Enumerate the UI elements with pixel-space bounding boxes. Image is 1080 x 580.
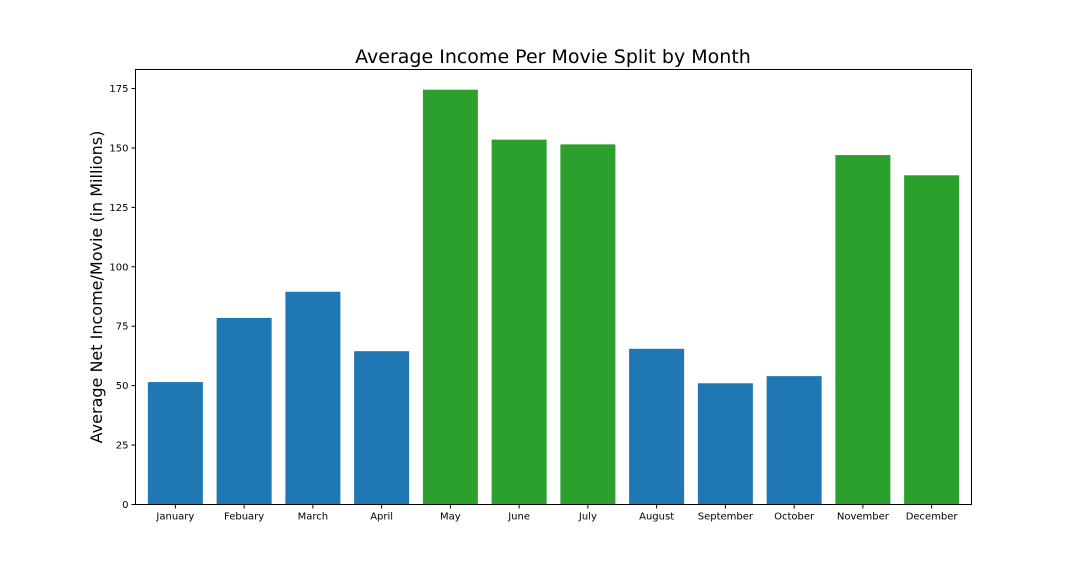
x-axis-ticks: January Febuary March April May June July Augus…: [155, 504, 959, 523]
y-tick-label: 25: [116, 441, 129, 452]
y-axis-ticks: 0 25 50 75 100 125 150 175: [109, 84, 136, 511]
y-tick-label: 0: [122, 500, 128, 511]
bar-august: [629, 348, 685, 505]
x-tick-label: July: [578, 512, 597, 523]
bar-july: [560, 144, 616, 505]
x-tick-label: January: [155, 512, 194, 523]
bar-september: [697, 383, 753, 505]
bar-febuary: [216, 317, 272, 505]
x-tick-label: Febuary: [224, 512, 264, 523]
chart-title: Average Income Per Movie Split by Month: [355, 46, 751, 68]
x-tick-label: May: [440, 512, 461, 523]
y-tick-label: 50: [116, 381, 129, 392]
bar-january: [147, 382, 203, 505]
x-tick-label: September: [698, 512, 754, 523]
y-tick-label: 150: [109, 143, 128, 154]
bar-march: [285, 291, 341, 505]
x-tick-label: October: [774, 512, 815, 523]
bar-may: [422, 89, 478, 505]
y-tick-label: 75: [116, 322, 129, 333]
bar-june: [491, 139, 547, 505]
plot-frame: [135, 69, 972, 505]
bar-december: [904, 175, 960, 505]
x-tick-label: April: [370, 512, 393, 523]
bars-layer: [147, 89, 960, 505]
x-tick-label: November: [837, 512, 890, 523]
y-tick-label: 125: [109, 203, 128, 214]
x-tick-label: March: [298, 512, 328, 523]
y-tick-label: 175: [109, 84, 128, 95]
x-tick-label: June: [507, 512, 530, 523]
x-tick-label: August: [639, 512, 674, 523]
y-axis-label: Average Net Income/Movie (in Millions): [87, 131, 106, 444]
bar-november: [835, 155, 891, 505]
x-tick-label: December: [906, 512, 959, 523]
bar-april: [354, 351, 410, 505]
bar-october: [766, 376, 822, 505]
y-tick-label: 100: [109, 262, 128, 273]
